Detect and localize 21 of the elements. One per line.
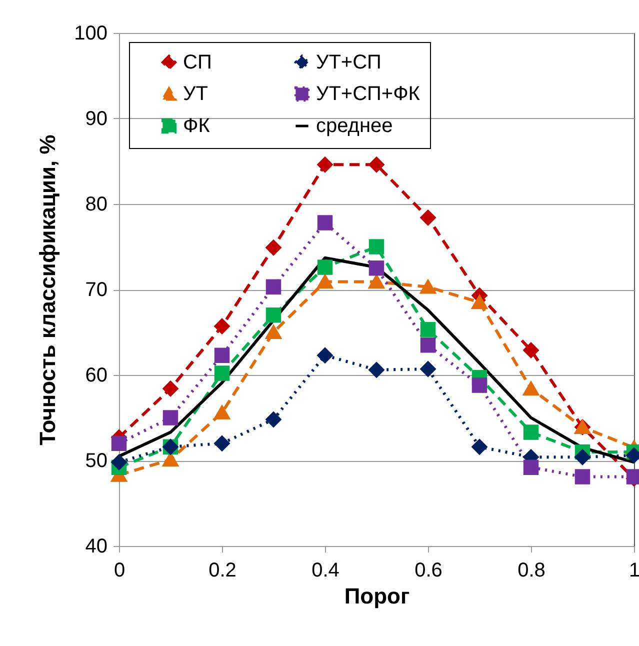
legend-label: среднее <box>316 115 393 137</box>
y-tick-label: 40 <box>85 536 108 558</box>
x-axis-title: Порог <box>344 584 410 608</box>
y-axis-title: Точность классификации, % <box>35 134 60 446</box>
legend-label: УТ+СП+ФК <box>316 83 420 105</box>
legend-label: ФК <box>183 115 210 137</box>
y-tick-label: 60 <box>85 364 108 386</box>
x-tick-label: 0.2 <box>208 560 236 582</box>
x-tick-label: 0 <box>114 560 126 582</box>
legend-label: СП <box>183 51 212 74</box>
y-tick-label: 100 <box>74 22 108 44</box>
y-tick-label: 50 <box>85 450 108 472</box>
x-tick-label: 0.4 <box>312 560 340 582</box>
y-tick-label: 90 <box>85 108 108 130</box>
legend-label: УТ <box>183 83 208 105</box>
x-tick-label: 0.8 <box>518 560 546 582</box>
y-tick-label: 70 <box>85 279 108 301</box>
legend-label: УТ+СП <box>316 51 382 74</box>
y-tick-label: 80 <box>85 194 108 216</box>
x-tick-label: 0.6 <box>414 560 442 582</box>
x-tick-label: 1 <box>628 560 639 582</box>
